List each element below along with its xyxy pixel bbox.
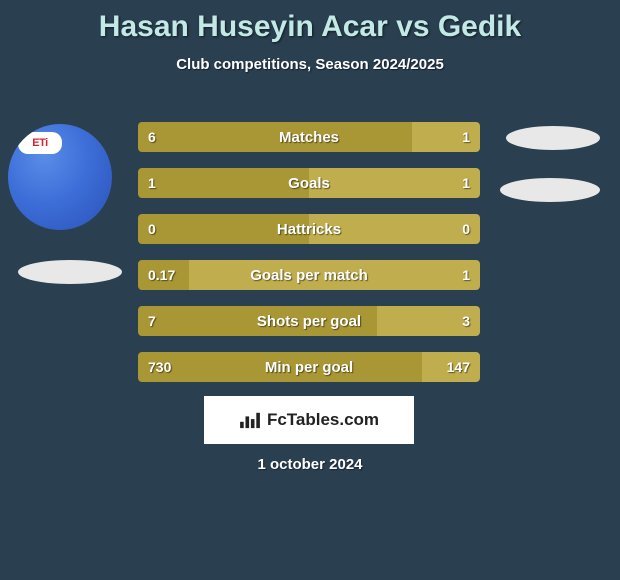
- stat-bar: 730147Min per goal: [138, 352, 480, 382]
- name-oval-right-bottom: [500, 178, 600, 202]
- bars-container: 61Matches11Goals00Hattricks0.171Goals pe…: [138, 122, 480, 398]
- barchart-icon: [239, 411, 261, 429]
- name-oval-left: [18, 260, 122, 284]
- bar-segment-right: [189, 260, 480, 290]
- bar-value-left: 0: [148, 214, 156, 244]
- stat-bar: 0.171Goals per match: [138, 260, 480, 290]
- bar-value-right: 147: [447, 352, 470, 382]
- bar-value-left: 7: [148, 306, 156, 336]
- shirt-sponsor-patch: ETi: [18, 132, 62, 154]
- attribution-badge: FcTables.com: [204, 396, 414, 444]
- bar-value-right: 1: [462, 122, 470, 152]
- subtitle: Club competitions, Season 2024/2025: [0, 56, 620, 73]
- bar-value-left: 6: [148, 122, 156, 152]
- bar-segment-left: [138, 306, 377, 336]
- player-avatar-left: ETi: [8, 124, 112, 230]
- stat-bar: 73Shots per goal: [138, 306, 480, 336]
- name-oval-right-top: [506, 126, 600, 150]
- bar-segment-left: [138, 352, 422, 382]
- bar-value-left: 730: [148, 352, 171, 382]
- bar-value-left: 1: [148, 168, 156, 198]
- attribution-text: FcTables.com: [267, 410, 379, 430]
- stat-bar: 00Hattricks: [138, 214, 480, 244]
- bar-value-right: 1: [462, 260, 470, 290]
- comparison-card: Hasan Huseyin Acar vs Gedik Club competi…: [0, 0, 620, 580]
- bar-segment-left: [138, 214, 309, 244]
- bar-segment-left: [138, 168, 309, 198]
- bar-value-right: 0: [462, 214, 470, 244]
- stat-bar: 11Goals: [138, 168, 480, 198]
- stat-bar: 61Matches: [138, 122, 480, 152]
- bar-segment-left: [138, 122, 412, 152]
- bar-segment-right: [309, 214, 480, 244]
- page-title: Hasan Huseyin Acar vs Gedik: [0, 0, 620, 44]
- date-label: 1 october 2024: [0, 456, 620, 473]
- bar-value-left: 0.17: [148, 260, 175, 290]
- bar-value-right: 3: [462, 306, 470, 336]
- bar-segment-right: [309, 168, 480, 198]
- shirt-graphic: ETi: [8, 124, 112, 230]
- bar-value-right: 1: [462, 168, 470, 198]
